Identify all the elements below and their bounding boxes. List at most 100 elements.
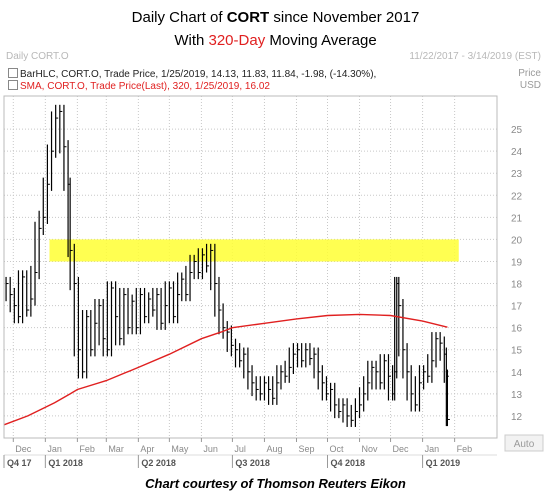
price-bar <box>90 310 94 357</box>
price-bar <box>17 270 21 324</box>
price-bar <box>177 272 181 324</box>
price-bar <box>185 265 189 302</box>
auto-scale-button[interactable]: Auto <box>504 434 544 452</box>
price-bar <box>73 243 77 357</box>
price-bar <box>288 347 292 383</box>
price-bar <box>259 376 263 401</box>
price-bar <box>255 376 259 401</box>
price-bar <box>77 276 81 379</box>
price-bar <box>313 347 317 379</box>
y-tick-label: 17 <box>511 302 523 313</box>
price-bar <box>267 376 272 405</box>
price-bar <box>59 104 63 154</box>
price-bar <box>26 270 30 317</box>
month-tick-label: Nov <box>362 444 379 454</box>
price-bar <box>358 387 363 419</box>
price-bar <box>251 365 255 397</box>
price-bar <box>292 343 296 375</box>
price-bar <box>284 360 288 383</box>
price-bar <box>276 365 280 405</box>
price-bar <box>317 347 321 390</box>
quarter-tick-label: Q2 2018 <box>141 458 176 468</box>
price-bar <box>247 347 251 390</box>
auto-button-label[interactable]: Auto <box>514 439 535 450</box>
price-bar <box>414 376 418 412</box>
price-bar <box>423 365 427 390</box>
legend-barhlc[interactable]: BarHLC, CORT.O, Trade Price, 1/25/2019, … <box>8 68 376 80</box>
y-tick-label: 14 <box>511 368 523 379</box>
price-bar <box>280 365 284 390</box>
month-tick-label: Jan <box>425 444 440 454</box>
price-bar <box>263 376 267 401</box>
price-bar <box>446 369 450 427</box>
legend-toggle-icon[interactable] <box>8 80 18 90</box>
axes: 12 13 14 15 16 17 18 19 20 21 22 23 24 25 Dec Jan Feb Mar… <box>3 95 523 468</box>
price-bar <box>214 243 218 317</box>
price-bar <box>435 332 439 368</box>
price-bar <box>387 354 391 401</box>
month-tick-label: Jan <box>47 444 62 454</box>
month-tick-label: Jul <box>234 444 246 454</box>
price-bar <box>367 360 371 401</box>
currency-axis-label: USD <box>519 80 541 91</box>
price-bars <box>5 104 450 427</box>
y-tick-label: 21 <box>511 213 523 224</box>
price-bar <box>226 321 230 352</box>
legend-toggle-icon[interactable] <box>8 68 18 78</box>
price-bar <box>5 276 9 302</box>
highlight-band-layer <box>49 239 459 262</box>
price-bar <box>193 254 197 280</box>
price-bar <box>296 343 301 368</box>
legend-sma[interactable]: SMA, CORT.O, Trade Price(Last), 320, 1/2… <box>8 80 270 92</box>
y-tick-label: 16 <box>511 324 523 335</box>
price-bar <box>46 144 50 224</box>
month-tick-label: Oct <box>329 444 344 454</box>
price-bar <box>34 221 38 306</box>
price-bar <box>230 325 234 357</box>
quarter-tick-label: Q4 2018 <box>330 458 365 468</box>
month-tick-label: Dec <box>393 444 410 454</box>
price-bar <box>168 281 172 324</box>
y-tick-label: 22 <box>511 191 523 202</box>
price-bar <box>55 104 59 158</box>
price-bar <box>197 248 201 280</box>
price-bar <box>22 270 26 324</box>
price-bar <box>50 111 55 191</box>
price-bar <box>86 310 90 379</box>
y-tick-label: 24 <box>511 147 523 158</box>
price-bar <box>439 332 443 361</box>
price-bar <box>375 360 379 390</box>
month-tick-label: Apr <box>140 444 154 454</box>
price-bar <box>406 343 410 401</box>
price-bar <box>123 287 127 346</box>
price-bar <box>98 298 102 346</box>
price-bar <box>402 298 406 379</box>
price-bar <box>172 281 177 324</box>
price-bar <box>102 298 106 357</box>
price-bar <box>272 376 276 405</box>
price-bar <box>305 343 309 368</box>
sma-line <box>3 313 448 426</box>
price-bar <box>63 104 67 191</box>
price-bar <box>321 365 325 401</box>
price-bar <box>201 248 205 280</box>
quarter-tick-label: Q3 2018 <box>235 458 270 468</box>
price-bar <box>13 287 17 324</box>
y-tick-label: 23 <box>511 169 523 180</box>
price-bar <box>152 287 156 317</box>
price-bar <box>222 303 226 339</box>
quarter-tick-label: Q1 2019 <box>426 458 461 468</box>
sma-layer <box>3 313 448 426</box>
price-bar <box>363 376 367 412</box>
price-bar <box>94 298 98 357</box>
price-bar <box>338 398 342 419</box>
price-bar <box>106 281 110 357</box>
auto-button-frame[interactable] <box>504 434 544 452</box>
price-bar <box>410 365 414 412</box>
price-bar <box>325 376 329 401</box>
price-bar <box>160 287 164 330</box>
price-bar <box>218 276 222 335</box>
price-bar <box>301 343 305 368</box>
highlight-band <box>49 239 459 262</box>
